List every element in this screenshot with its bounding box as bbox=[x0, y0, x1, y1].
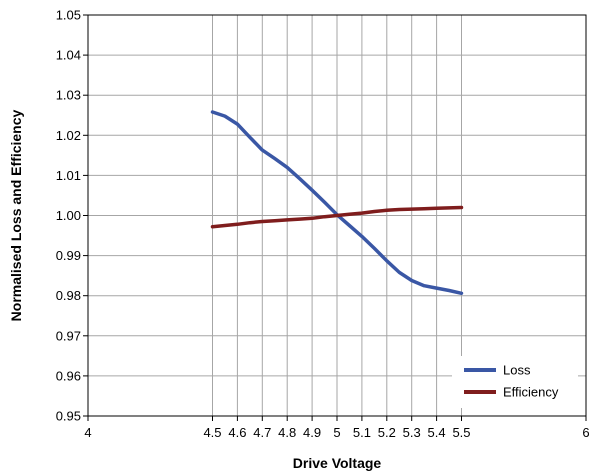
y-tick-label: 0.99 bbox=[56, 248, 81, 263]
x-axis-ticks: 4 4.5 4.6 4.7 4.8 4.9 5 5.1 5.2 5.3 5.4 5.5 6 bbox=[84, 416, 590, 440]
x-tick-label: 4.8 bbox=[278, 425, 296, 440]
legend-label: Efficiency bbox=[503, 385, 559, 400]
y-tick-label: 0.98 bbox=[56, 288, 81, 303]
legend: Loss Efficiency bbox=[452, 356, 578, 408]
x-tick-label: 5.3 bbox=[403, 425, 421, 440]
y-tick-label: 1.00 bbox=[56, 208, 81, 223]
x-tick-label: 4.7 bbox=[253, 425, 271, 440]
x-tick-label: 4.9 bbox=[303, 425, 321, 440]
x-tick-label: 5.5 bbox=[452, 425, 470, 440]
x-tick-label: 5 bbox=[333, 425, 340, 440]
series-line-efficiency bbox=[210, 205, 464, 229]
x-axis-title: Drive Voltage bbox=[293, 455, 382, 471]
legend-box bbox=[452, 356, 578, 408]
y-tick-label: 1.04 bbox=[56, 48, 81, 63]
x-tick-label: 4.6 bbox=[228, 425, 246, 440]
y-tick-label: 0.97 bbox=[56, 328, 81, 343]
y-tick-label: 0.96 bbox=[56, 368, 81, 383]
y-tick-label: 1.01 bbox=[56, 168, 81, 183]
x-tick-label: 5.1 bbox=[353, 425, 371, 440]
y-tick-label: 0.95 bbox=[56, 409, 81, 424]
x-tick-label: 4 bbox=[84, 425, 91, 440]
y-tick-label: 1.03 bbox=[56, 88, 81, 103]
y-axis-title: Normalised Loss and Efficiency bbox=[8, 109, 24, 321]
x-tick-label: 5.2 bbox=[378, 425, 396, 440]
y-tick-label: 1.05 bbox=[56, 8, 81, 23]
x-tick-label: 5.4 bbox=[428, 425, 446, 440]
x-tick-label: 4.5 bbox=[203, 425, 221, 440]
y-tick-label: 1.02 bbox=[56, 128, 81, 143]
y-axis-ticks: 0.95 0.96 0.97 0.98 0.99 1.00 1.01 1.02 1.03 1.04… bbox=[56, 8, 88, 424]
series-layer bbox=[210, 110, 464, 296]
legend-label: Loss bbox=[503, 363, 531, 378]
x-tick-label: 6 bbox=[582, 425, 589, 440]
